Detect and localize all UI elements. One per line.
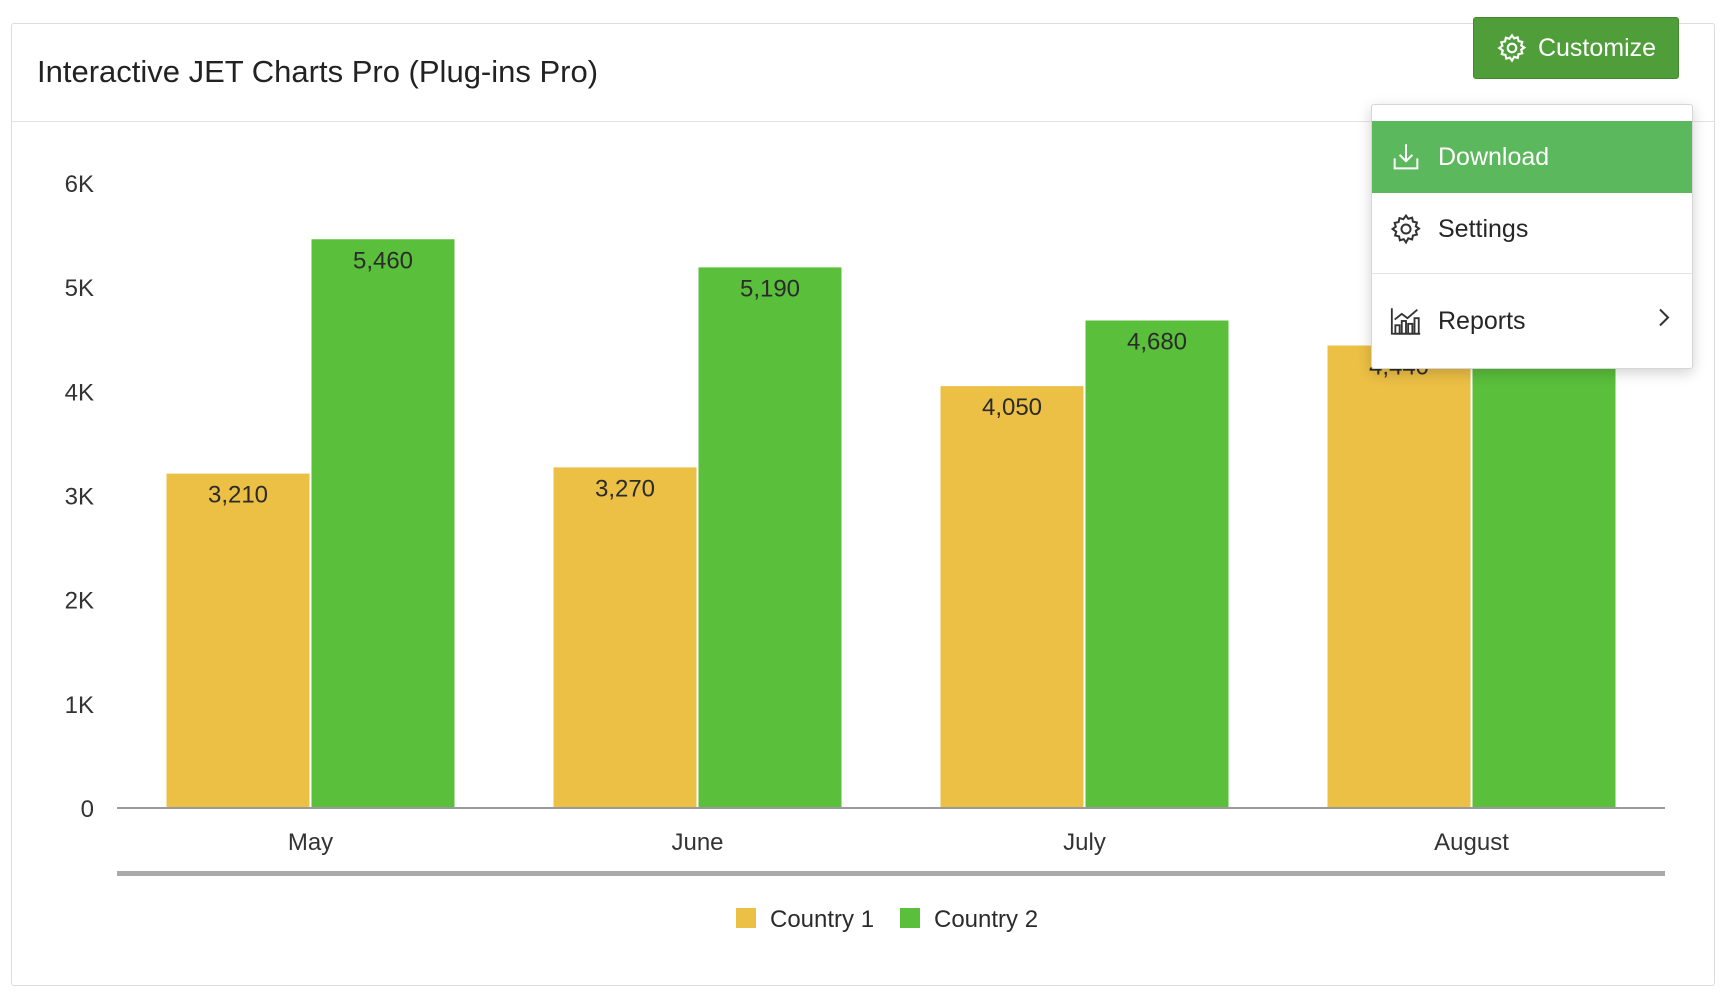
region-header: Interactive JET Charts Pro (Plug-ins Pro…: [12, 24, 1714, 122]
legend-swatch-1: [736, 908, 756, 928]
bar-2-august: [1472, 345, 1616, 808]
x-tick-label: July: [1063, 829, 1106, 856]
region-title: Interactive JET Charts Pro (Plug-ins Pro…: [37, 54, 599, 89]
x-tick-label: May: [288, 829, 333, 856]
menu-item-download-label: Download: [1438, 142, 1550, 171]
y-tick-label: 1K: [65, 692, 94, 719]
y-tick-label: 4K: [65, 379, 94, 406]
data-label: 4,050: [982, 394, 1042, 421]
menu-item-reports[interactable]: Reports: [1372, 281, 1692, 361]
x-tick-label: August: [1434, 829, 1509, 856]
chevron-right-icon: [1656, 307, 1672, 336]
bar-1-june: [553, 467, 697, 808]
overview-scrollbar: [117, 871, 1665, 876]
bar-2-june: [698, 267, 842, 808]
bar-2-july: [1085, 320, 1229, 808]
menu-item-settings[interactable]: Settings: [1372, 193, 1692, 265]
gear-icon: [1388, 211, 1424, 247]
customize-button[interactable]: Customize: [1473, 17, 1679, 79]
bar-2-may: [311, 239, 455, 808]
bar-1-may: [166, 473, 310, 808]
bar-chart-icon: [1388, 303, 1424, 339]
y-tick-label: 2K: [65, 588, 94, 615]
x-tick-label: June: [671, 829, 723, 856]
y-tick-label: 0: [81, 796, 94, 823]
data-label: 3,270: [595, 475, 655, 502]
menu-item-download[interactable]: Download: [1372, 121, 1692, 193]
data-label: 5,190: [740, 275, 800, 302]
menu-item-settings-label: Settings: [1438, 214, 1529, 243]
bar-1-august: [1327, 345, 1471, 808]
menu-item-reports-label: Reports: [1438, 306, 1526, 335]
data-label: 3,210: [208, 482, 268, 509]
y-tick-label: 5K: [65, 275, 94, 302]
y-tick-label: 6K: [65, 171, 94, 198]
customize-menu: Download Settings Reports: [1371, 104, 1693, 369]
legend-label-2: Country 2: [934, 906, 1038, 933]
gear-icon: [1496, 32, 1528, 64]
legend-label-1: Country 1: [770, 906, 874, 933]
download-icon: [1388, 139, 1424, 175]
customize-label: Customize: [1537, 33, 1657, 62]
data-label: 5,460: [353, 247, 413, 274]
y-tick-label: 3K: [65, 484, 94, 511]
bar-1-july: [940, 386, 1084, 808]
legend-swatch-2: [900, 908, 920, 928]
data-label: 4,680: [1127, 329, 1187, 356]
menu-separator: [1372, 273, 1692, 274]
